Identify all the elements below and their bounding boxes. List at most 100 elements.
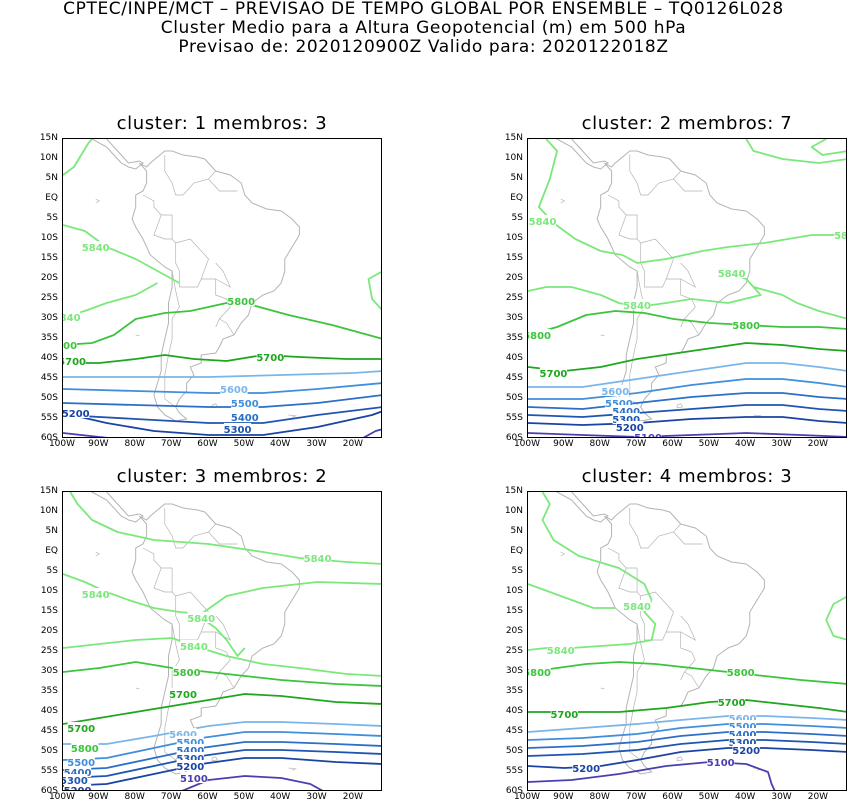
contour-label: 800 bbox=[63, 341, 77, 352]
contour-label-bg bbox=[63, 784, 92, 790]
country-border bbox=[684, 671, 700, 689]
lat-tick-label: 30S bbox=[505, 666, 523, 676]
country-border bbox=[171, 215, 180, 287]
contour-label: 5840 bbox=[834, 231, 847, 242]
contour-label-bg bbox=[231, 397, 259, 408]
lat-tick-label: 5N bbox=[45, 526, 58, 536]
contour-label-bg bbox=[728, 712, 757, 723]
lat-tick-label: EQ bbox=[510, 193, 523, 203]
contour-label: 5700 bbox=[550, 710, 578, 721]
lon-tick-label: 30W bbox=[771, 439, 792, 449]
country-border bbox=[175, 238, 209, 280]
lon-tick-label: 20W bbox=[807, 792, 829, 802]
contour-label: 5500 bbox=[176, 738, 204, 749]
contour-label-bg bbox=[82, 588, 110, 599]
lat-tick-label: 40S bbox=[40, 706, 58, 716]
contour-5700 bbox=[528, 699, 846, 713]
lon-tick-label: 50W bbox=[698, 792, 719, 802]
lat-tick-label: 60S bbox=[40, 433, 58, 443]
contour-label-bg bbox=[539, 367, 568, 378]
lon-tick-label: 90W bbox=[88, 439, 109, 449]
lat-tick-label: 5S bbox=[511, 213, 523, 223]
country-border bbox=[618, 567, 638, 593]
figure-header: CPTEC/INPE/MCT – PREVISAO DE TEMPO GLOBA… bbox=[0, 0, 847, 57]
lat-tick-label: 40S bbox=[505, 353, 523, 363]
contour-label: 5400 bbox=[231, 413, 259, 424]
header-line-1: CPTEC/INPE/MCT – PREVISAO DE TEMPO GLOBA… bbox=[63, 0, 784, 19]
lat-tick-label: 30S bbox=[40, 313, 58, 323]
contour-label: 5100 bbox=[707, 758, 735, 769]
contour-label: 5700 bbox=[540, 369, 568, 380]
contour-label: 5840 bbox=[529, 217, 557, 228]
contour-label-bg bbox=[180, 772, 208, 783]
contour-label: 5600 bbox=[220, 385, 248, 396]
island-outline bbox=[135, 687, 140, 690]
lon-tick-label: 40W bbox=[734, 792, 756, 802]
contour-label-bg bbox=[612, 413, 640, 424]
contour-label-bg bbox=[727, 666, 755, 677]
country-border bbox=[680, 306, 696, 328]
country-border bbox=[673, 531, 703, 545]
lat-tick-label: 50S bbox=[40, 393, 58, 403]
contour-label: 5300 bbox=[612, 415, 640, 426]
contour-label-bg bbox=[71, 742, 99, 753]
lon-tick-label: 80W bbox=[124, 439, 145, 449]
island-outline bbox=[676, 756, 684, 762]
contour-label-bg bbox=[623, 299, 651, 310]
lat-tick-label: 5N bbox=[510, 173, 523, 183]
lat-tick-label: 15N bbox=[39, 133, 58, 143]
lat-tick-label: EQ bbox=[45, 193, 58, 203]
country-border bbox=[208, 178, 238, 192]
contour-label: 5800 bbox=[528, 668, 551, 679]
contour-label: 5400 bbox=[612, 407, 640, 418]
lon-tick-label: 70W bbox=[160, 792, 182, 802]
country-border bbox=[647, 170, 681, 196]
header-line-2: Cluster Medio para a Altura Geopotencial… bbox=[160, 18, 687, 38]
contour-label: 5800 bbox=[71, 744, 99, 755]
contour-5100 bbox=[362, 428, 381, 437]
contour-label-bg bbox=[67, 722, 95, 733]
contour-label: 5800 bbox=[732, 321, 760, 332]
country-border bbox=[647, 523, 681, 549]
contour-label: 5700 bbox=[169, 690, 197, 701]
lat-tick-label: 5N bbox=[45, 173, 58, 183]
island-outline bbox=[135, 334, 140, 337]
contour-label: 5600 bbox=[169, 730, 197, 741]
country-border bbox=[142, 194, 173, 216]
coastline bbox=[596, 503, 765, 775]
lon-tick-label: 40W bbox=[734, 439, 756, 449]
lat-tick-label: 20S bbox=[505, 626, 523, 636]
contour-label-bg bbox=[612, 405, 640, 416]
lat-tick-label: 60S bbox=[505, 786, 523, 796]
contour-label-bg bbox=[547, 644, 575, 655]
contour-label-bg bbox=[63, 766, 92, 777]
contour-label: 5840 bbox=[623, 301, 651, 312]
country-border bbox=[215, 262, 232, 288]
lon-tick-label: 60W bbox=[662, 792, 683, 802]
lat-tick-label: 35S bbox=[505, 686, 523, 696]
lon-tick-label: 90W bbox=[553, 792, 574, 802]
contour-5840 bbox=[622, 234, 846, 264]
contour-5200 bbox=[528, 416, 846, 426]
contour-label: 5840 bbox=[82, 590, 110, 601]
contour-label-bg bbox=[732, 744, 760, 755]
contour-5840 bbox=[63, 224, 180, 284]
map-svg: 5840 5840 5800 5800 5700 5700 5600550054005300… bbox=[528, 492, 846, 790]
lon-tick-label: 30W bbox=[306, 439, 327, 449]
coastline bbox=[596, 150, 765, 422]
lon-tick-label: 80W bbox=[124, 792, 145, 802]
header-line-3: Previsao de: 2020120900Z Valido para: 20… bbox=[178, 37, 669, 57]
lat-tick-label: 10S bbox=[505, 233, 523, 243]
contour-label-bg bbox=[528, 666, 551, 677]
lon-tick-label: 90W bbox=[553, 439, 574, 449]
contour-label: 5800 bbox=[227, 297, 255, 308]
lat-tick-label: EQ bbox=[45, 546, 58, 556]
coastline bbox=[528, 139, 609, 170]
contour-5800 bbox=[63, 302, 381, 346]
contour-5400 bbox=[528, 731, 846, 749]
lat-tick-label: 50S bbox=[505, 746, 523, 756]
contour-label: 5840 bbox=[63, 313, 81, 324]
contour-label-bg bbox=[718, 267, 746, 278]
lon-tick-label: 60W bbox=[662, 439, 683, 449]
contour-label-bg bbox=[176, 752, 204, 763]
